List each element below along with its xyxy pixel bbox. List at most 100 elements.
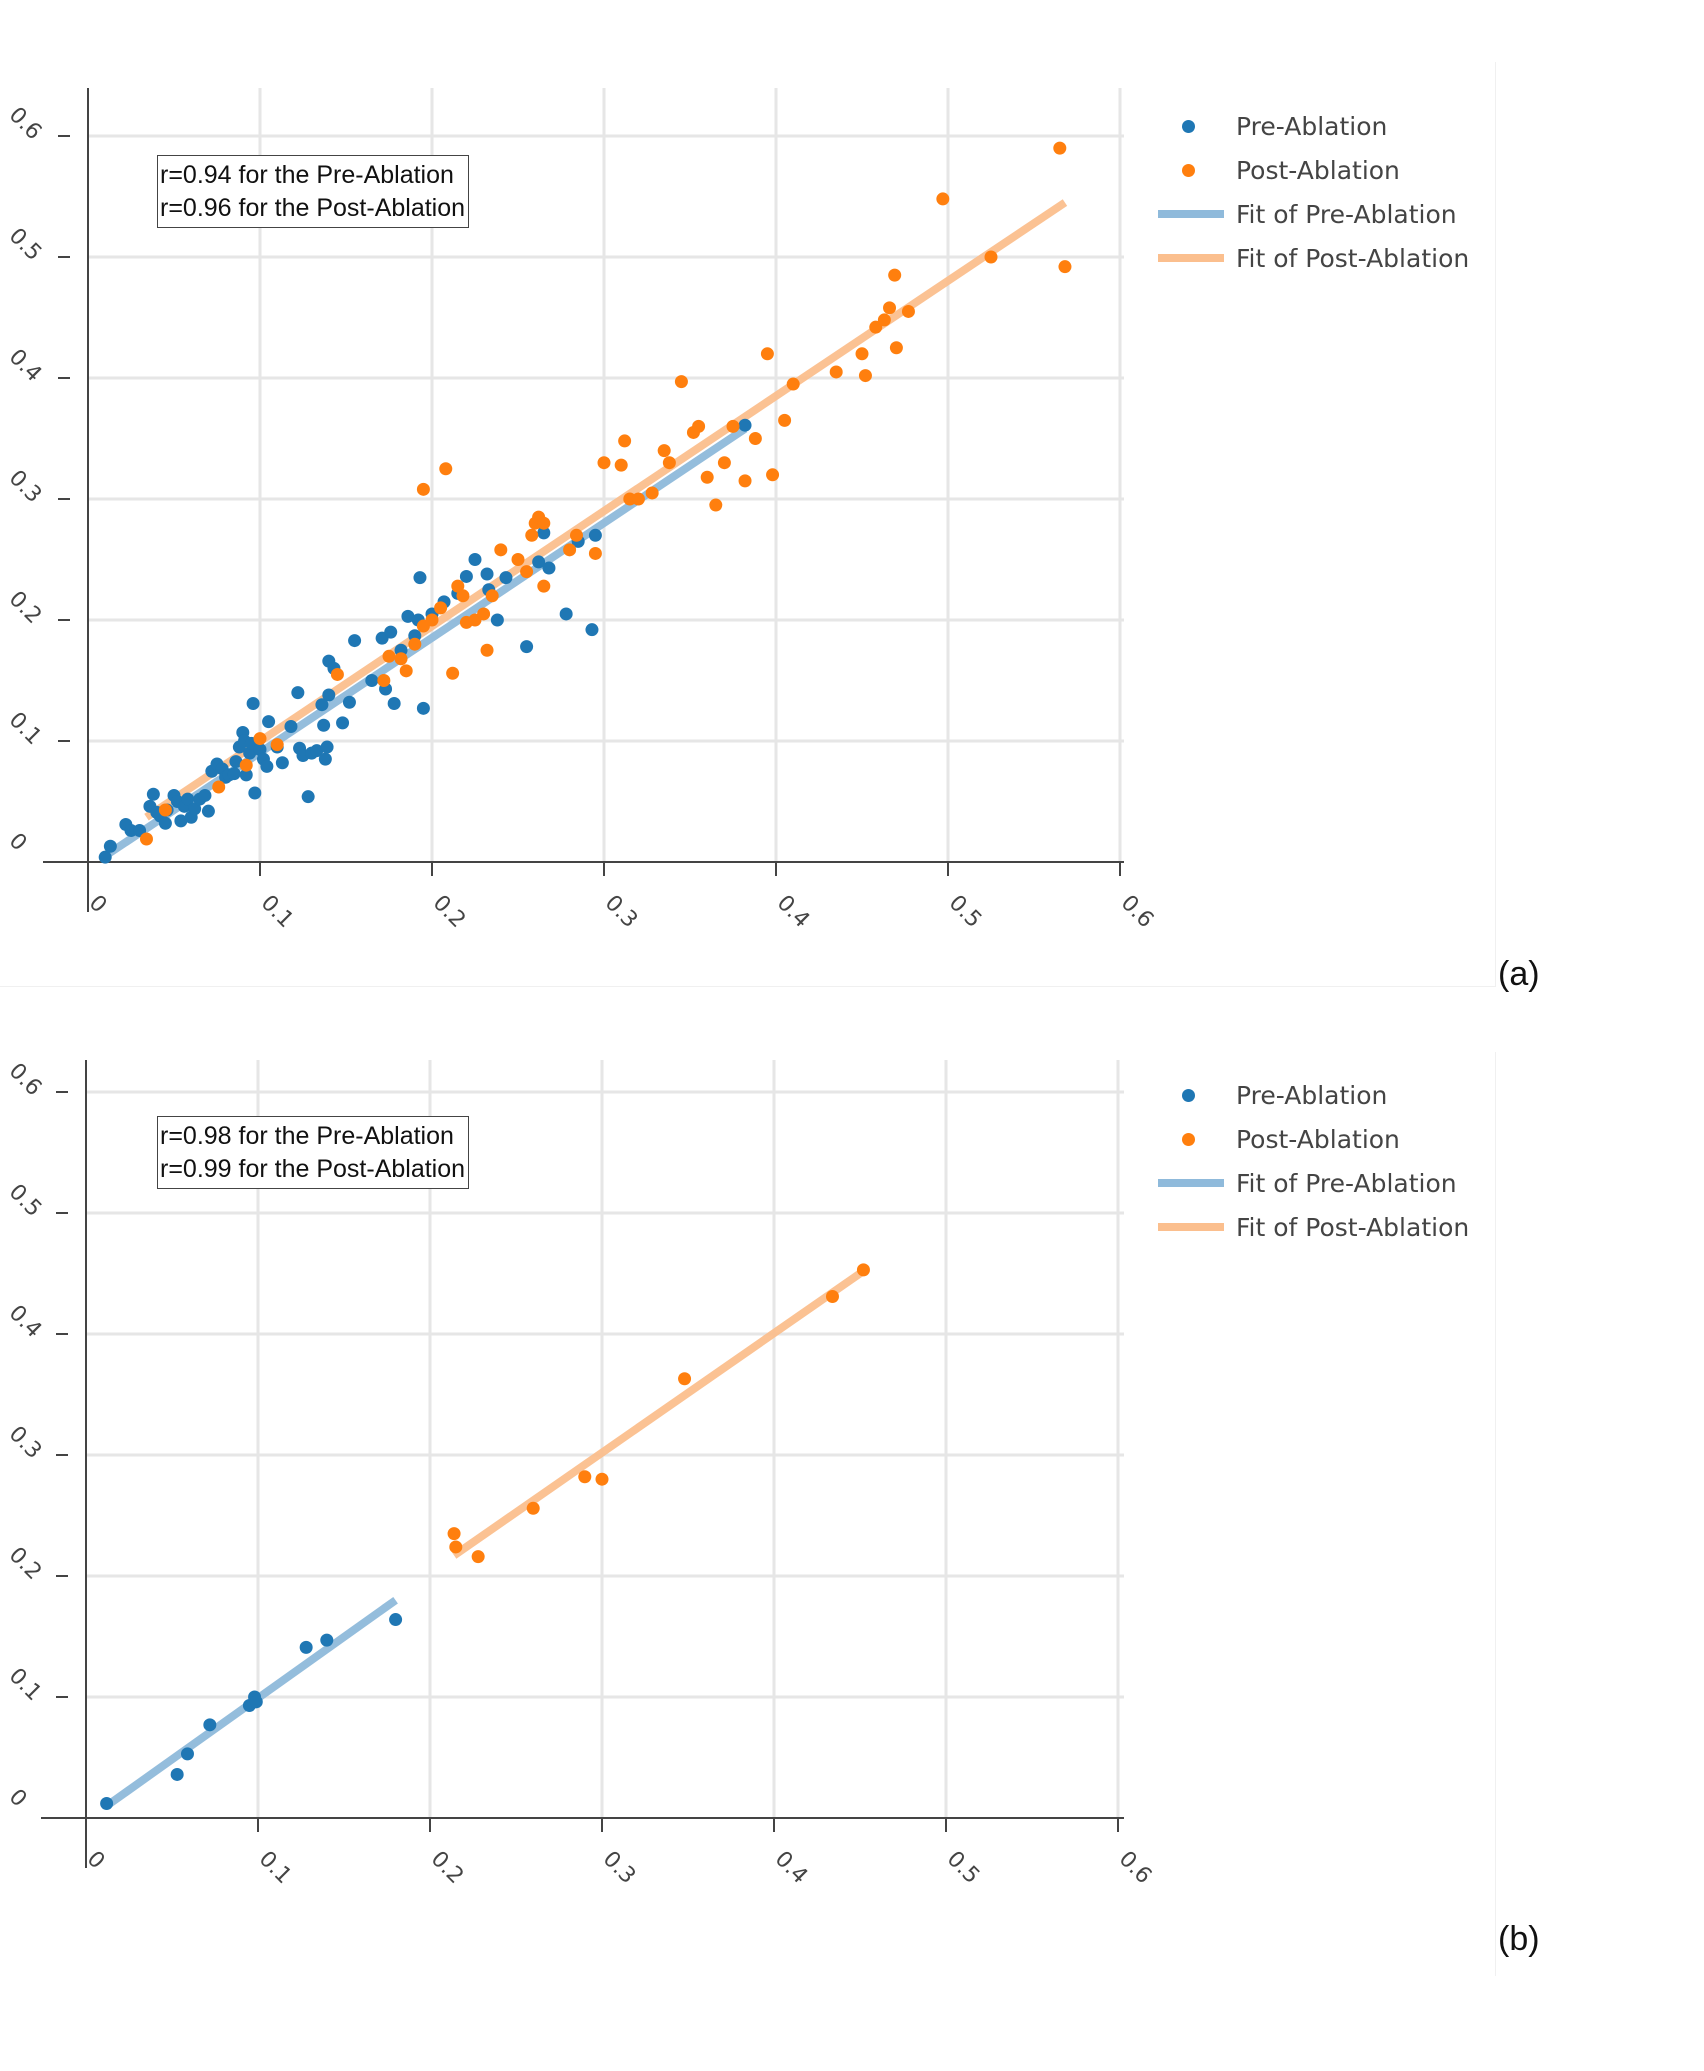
post-ablation-point xyxy=(738,474,752,488)
legend-item-pre[interactable]: Pre-Ablation xyxy=(1155,1073,1469,1117)
post-ablation-point xyxy=(786,377,800,391)
legend: Pre-Ablation Post-Ablation Fit of Pre-Ab… xyxy=(1155,104,1469,280)
post-ablation-point xyxy=(678,1372,692,1386)
post-ablation-point xyxy=(537,579,551,593)
pre-ablation-point xyxy=(174,814,188,828)
y-tick-label: 0.3 xyxy=(4,466,46,508)
post-ablation-point xyxy=(692,419,706,433)
pre-ablation-point xyxy=(336,716,350,730)
post-ablation-point xyxy=(825,1289,839,1303)
post-ablation-point xyxy=(485,589,499,603)
pre-ablation-point xyxy=(365,674,379,687)
x-tick-label: 0.1 xyxy=(256,891,298,933)
pre-ablation-point xyxy=(203,1718,217,1732)
post-ablation-point xyxy=(525,528,539,542)
pre-ablation-point xyxy=(229,755,243,769)
pre-ablation-point xyxy=(188,802,202,816)
legend-label-post: Post-Ablation xyxy=(1236,1124,1400,1154)
legend-item-post-fit[interactable]: Fit of Post-Ablation xyxy=(1155,236,1469,280)
post-ablation-point xyxy=(766,468,780,482)
post-ablation-point xyxy=(856,1263,870,1277)
post-ablation-point xyxy=(447,1527,461,1541)
x-tick-label: 0.4 xyxy=(772,891,814,933)
pre-ablation-point xyxy=(738,418,752,432)
y-tick-label: 0.1 xyxy=(4,708,46,750)
post-ablation-point xyxy=(709,498,723,512)
correlation-annotation: r=0.98 for the Pre-Ablation r=0.99 for t… xyxy=(157,1116,470,1189)
post-ablation-point xyxy=(657,444,671,458)
post-ablation-fit-line xyxy=(451,1267,866,1559)
post-ablation-point xyxy=(726,419,740,433)
post-ablation-point xyxy=(595,1472,609,1486)
post-ablation-point xyxy=(569,528,583,542)
legend-item-pre-fit[interactable]: Fit of Pre-Ablation xyxy=(1155,1161,1469,1205)
legend-item-pre-fit[interactable]: Fit of Pre-Ablation xyxy=(1155,192,1469,236)
y-tick-label: 0.4 xyxy=(4,345,46,387)
pre-ablation-point xyxy=(201,804,215,818)
pre-ablation-point xyxy=(158,816,172,830)
y-tick-label: 0.4 xyxy=(4,1301,46,1343)
legend-item-post[interactable]: Post-Ablation xyxy=(1155,148,1469,192)
pre-ablation-point xyxy=(260,759,274,773)
post-ablation-point xyxy=(451,579,465,593)
pre-ablation-point xyxy=(315,698,329,712)
legend-label-post-fit: Fit of Post-Ablation xyxy=(1236,1212,1470,1242)
pre-ablation-point xyxy=(180,1747,194,1761)
panel-label-b: (b) xyxy=(1498,1920,1540,1958)
post-ablation-point xyxy=(416,482,430,496)
post-ablation-point xyxy=(449,1540,463,1554)
pre-ablation-point xyxy=(239,768,253,782)
post-ablation-point xyxy=(717,456,731,470)
pre-ablation-point xyxy=(499,571,513,585)
post-ablation-point xyxy=(212,780,226,794)
post-ablation-point xyxy=(936,192,950,206)
y-tick-label: 0 xyxy=(4,1785,32,1813)
pre-ablation-point xyxy=(401,609,415,623)
post-ablation-point xyxy=(382,649,396,663)
pre-ablation-point xyxy=(520,640,534,654)
x-tick-label: 0.3 xyxy=(600,891,642,933)
post-ablation-series xyxy=(447,1263,870,1564)
legend-item-pre[interactable]: Pre-Ablation xyxy=(1155,104,1469,148)
y-tick-label: 0.5 xyxy=(4,224,46,266)
post-ablation-point xyxy=(662,456,676,470)
y-tick-label: 0.6 xyxy=(4,1059,46,1101)
legend-label-post: Post-Ablation xyxy=(1236,155,1400,185)
legend-item-post[interactable]: Post-Ablation xyxy=(1155,1117,1469,1161)
post-ablation-point xyxy=(434,601,448,615)
legend-line-post-fit xyxy=(1155,1205,1224,1249)
gridlines xyxy=(88,88,1124,862)
post-ablation-point xyxy=(511,553,525,566)
annotation-line-pre: r=0.98 for the Pre-Ablation xyxy=(160,1122,454,1150)
plot-frame xyxy=(0,1052,1496,1976)
post-ablation-point xyxy=(537,516,551,530)
post-ablation-point xyxy=(631,492,645,506)
pre-ablation-point xyxy=(532,555,546,569)
legend-label-pre-fit: Fit of Pre-Ablation xyxy=(1236,1168,1457,1198)
pre-ablation-point xyxy=(348,634,362,648)
post-ablation-point xyxy=(425,613,439,627)
post-ablation-point xyxy=(139,832,153,846)
post-ablation-point xyxy=(748,432,762,445)
pre-ablation-point xyxy=(490,613,504,627)
pre-ablation-point xyxy=(170,1767,184,1781)
pre-ablation-point xyxy=(322,688,336,702)
legend: Pre-Ablation Post-Ablation Fit of Pre-Ab… xyxy=(1155,1073,1469,1249)
post-ablation-point xyxy=(760,347,774,361)
annotation-line-post: r=0.99 for the Post-Ablation xyxy=(160,1155,466,1183)
post-ablation-point xyxy=(888,268,902,282)
post-ablation-point xyxy=(614,458,628,472)
pre-ablation-point xyxy=(413,571,427,585)
post-ablation-point xyxy=(984,250,998,264)
legend-item-post-fit[interactable]: Fit of Post-Ablation xyxy=(1155,1205,1469,1249)
post-ablation-point xyxy=(446,666,460,680)
legend-label-post-fit: Fit of Post-Ablation xyxy=(1236,243,1470,273)
pre-ablation-point xyxy=(542,561,556,575)
post-ablation-point xyxy=(526,1501,540,1515)
post-ablation-point xyxy=(408,637,422,651)
post-ablation-point xyxy=(855,347,869,361)
post-ablation-point xyxy=(270,738,284,752)
pre-ablation-point xyxy=(320,1633,334,1647)
y-tick-label: 0.2 xyxy=(4,587,46,629)
chart-panel-a: 0 0.1 0.2 0.3 0.4 0.5 0.6 0 0.1 0.2 0.3 0.4 0.5 0.6 r… xyxy=(0,0,1704,1000)
